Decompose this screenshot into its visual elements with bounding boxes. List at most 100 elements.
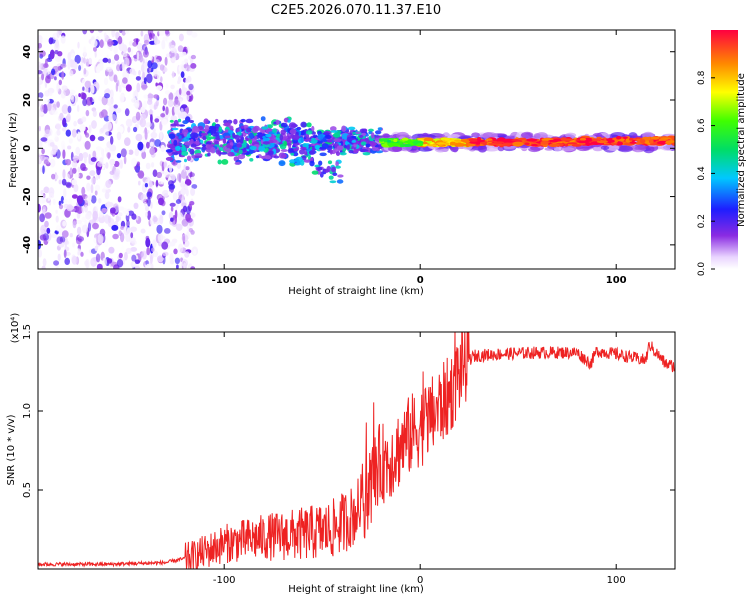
- spectrogram-noise-blob: [63, 188, 67, 198]
- spectrogram-noise-blob: [44, 220, 49, 228]
- spectrogram-band-segment: [591, 138, 600, 142]
- spectrogram-noise-blob: [164, 30, 170, 35]
- spectrogram-noise-blob: [116, 259, 124, 268]
- spectrogram-band-halo: [418, 146, 433, 152]
- spectrogram-noise-blob: [159, 214, 164, 225]
- spectrogram-band-halo: [592, 147, 603, 152]
- spectrogram-noise-blob: [76, 226, 82, 235]
- spectrogram-noise-blob: [117, 196, 122, 203]
- spectrogram-band-segment: [526, 138, 538, 142]
- spectrogram-signal-blob: [360, 149, 369, 152]
- spectrogram-signal-blob: [210, 127, 217, 134]
- spectrogram-band-segment: [387, 140, 392, 143]
- spectrogram-noise-blob: [113, 160, 120, 168]
- spectrogram-noise-blob: [69, 70, 74, 77]
- spectrogram-noise-blob: [111, 224, 119, 231]
- spectrogram-band-halo: [382, 133, 390, 139]
- spectrogram-noise-blob: [43, 186, 50, 194]
- spectrogram-noise-blob: [71, 179, 78, 186]
- spectrogram-signal-blob: [183, 131, 188, 137]
- spectrogram-noise-blob: [61, 63, 67, 68]
- spectrogram-noise-blob: [95, 253, 101, 263]
- spectrogram-noise-blob: [83, 46, 87, 56]
- spectrogram-noise-blob: [125, 84, 132, 92]
- spectrogram-noise-blob: [76, 195, 84, 205]
- spectrogram-noise-blob: [183, 64, 187, 69]
- spectrogram-noise-blob: [102, 57, 109, 63]
- spectrogram-noise-blob: [45, 75, 51, 84]
- spectrogram-noise-blob: [69, 233, 73, 238]
- spectrogram-signal-blob: [371, 132, 375, 139]
- spectrogram-signal-blob: [208, 136, 216, 140]
- spectrogram-noise-blob: [65, 240, 70, 245]
- spectrogram-noise-blob: [78, 152, 84, 162]
- spectrogram-noise-blob: [120, 148, 127, 158]
- spectrogram-noise-blob: [112, 233, 119, 240]
- spectrogram-noise-blob: [128, 236, 136, 244]
- spectrogram-noise-blob: [145, 211, 148, 218]
- spectrogram-noise-blob: [105, 180, 112, 188]
- spectrogram-noise-blob: [89, 97, 93, 102]
- spectrogram-signal-blob: [215, 118, 219, 123]
- spectrogram-band-segment: [657, 140, 668, 145]
- spectrogram-noise-blob: [189, 201, 195, 206]
- spectrogram-noise-blob: [167, 36, 173, 43]
- spectrogram-noise-blob: [178, 33, 184, 42]
- spectrogram-noise-blob: [61, 104, 69, 115]
- spectrogram-signal-blob: [175, 160, 182, 163]
- spectrogram-noise-blob: [151, 162, 155, 168]
- spectrogram-noise-blob: [130, 247, 138, 252]
- spectrogram-noise-blob: [147, 60, 152, 69]
- spectrogram-noise-blob: [56, 129, 61, 136]
- spectrogram-signal-blob: [309, 160, 315, 167]
- spectrogram-noise-blob: [108, 112, 112, 123]
- spectrogram-band-halo: [471, 132, 480, 138]
- spectrogram-noise-blob: [137, 161, 141, 167]
- spectrogram-noise-blob: [147, 99, 153, 105]
- spectrogram-noise-blob: [62, 220, 67, 227]
- spectrogram-noise-blob: [51, 109, 58, 115]
- spectrogram-noise-blob: [84, 195, 91, 204]
- spectrogram-band-segment: [486, 138, 493, 141]
- spectrogram-noise-blob: [170, 217, 174, 222]
- snr-y-scale-label: (x10⁴): [10, 313, 21, 344]
- spectrogram-noise-blob: [147, 197, 151, 207]
- spectrogram-band-segment: [531, 143, 538, 147]
- spectrogram-noise-blob: [38, 35, 43, 45]
- spectrogram-band-segment: [518, 137, 527, 141]
- spectrogram-signal-blob: [331, 166, 337, 173]
- spectrogram-noise-blob: [133, 89, 139, 100]
- spectrogram-signal-blob: [232, 132, 236, 139]
- spectrogram-noise-blob: [106, 201, 110, 210]
- spectrogram-noise-blob: [108, 215, 112, 224]
- spectrogram-noise-blob: [145, 263, 151, 269]
- spectrogram-noise-blob: [152, 216, 158, 223]
- spectrogram-noise-blob: [119, 93, 125, 103]
- spectrogram-noise-blob: [88, 124, 92, 134]
- spectrogram-noise-blob: [175, 199, 182, 204]
- spectrogram-noise-blob: [61, 230, 69, 238]
- spectrogram-noise-blob: [164, 228, 171, 234]
- spectrogram-noise-blob: [127, 47, 131, 53]
- spectrogram-noise-blob: [179, 98, 183, 103]
- spectrogram-noise-blob: [165, 83, 169, 89]
- spectrogram-signal-blob: [322, 132, 330, 136]
- spectrogram-noise-blob: [78, 65, 82, 71]
- spectrogram-signal-blob: [186, 155, 192, 162]
- spectrogram-noise-blob: [155, 82, 158, 87]
- spectrogram-noise-blob: [109, 158, 116, 166]
- spectrogram-signal-blob: [292, 151, 299, 157]
- spectrogram-signal-blob: [341, 125, 347, 132]
- spectrogram-signal-blob: [175, 145, 181, 152]
- snr-frame: [37, 331, 676, 570]
- spectrogram-noise-blob: [183, 183, 188, 191]
- spectrogram-noise-blob: [38, 203, 41, 213]
- spectrogram-signal-blob: [194, 155, 203, 159]
- spectrogram-noise-blob: [48, 193, 55, 199]
- spectrogram-noise-blob: [172, 192, 178, 201]
- spectrogram-y-tick-label: 20: [22, 93, 33, 107]
- spectrogram-noise-blob: [164, 171, 172, 178]
- spectrogram-signal-blob: [165, 149, 173, 153]
- spectrogram-band-segment: [453, 143, 466, 147]
- spectrogram-signal-blob: [189, 148, 195, 155]
